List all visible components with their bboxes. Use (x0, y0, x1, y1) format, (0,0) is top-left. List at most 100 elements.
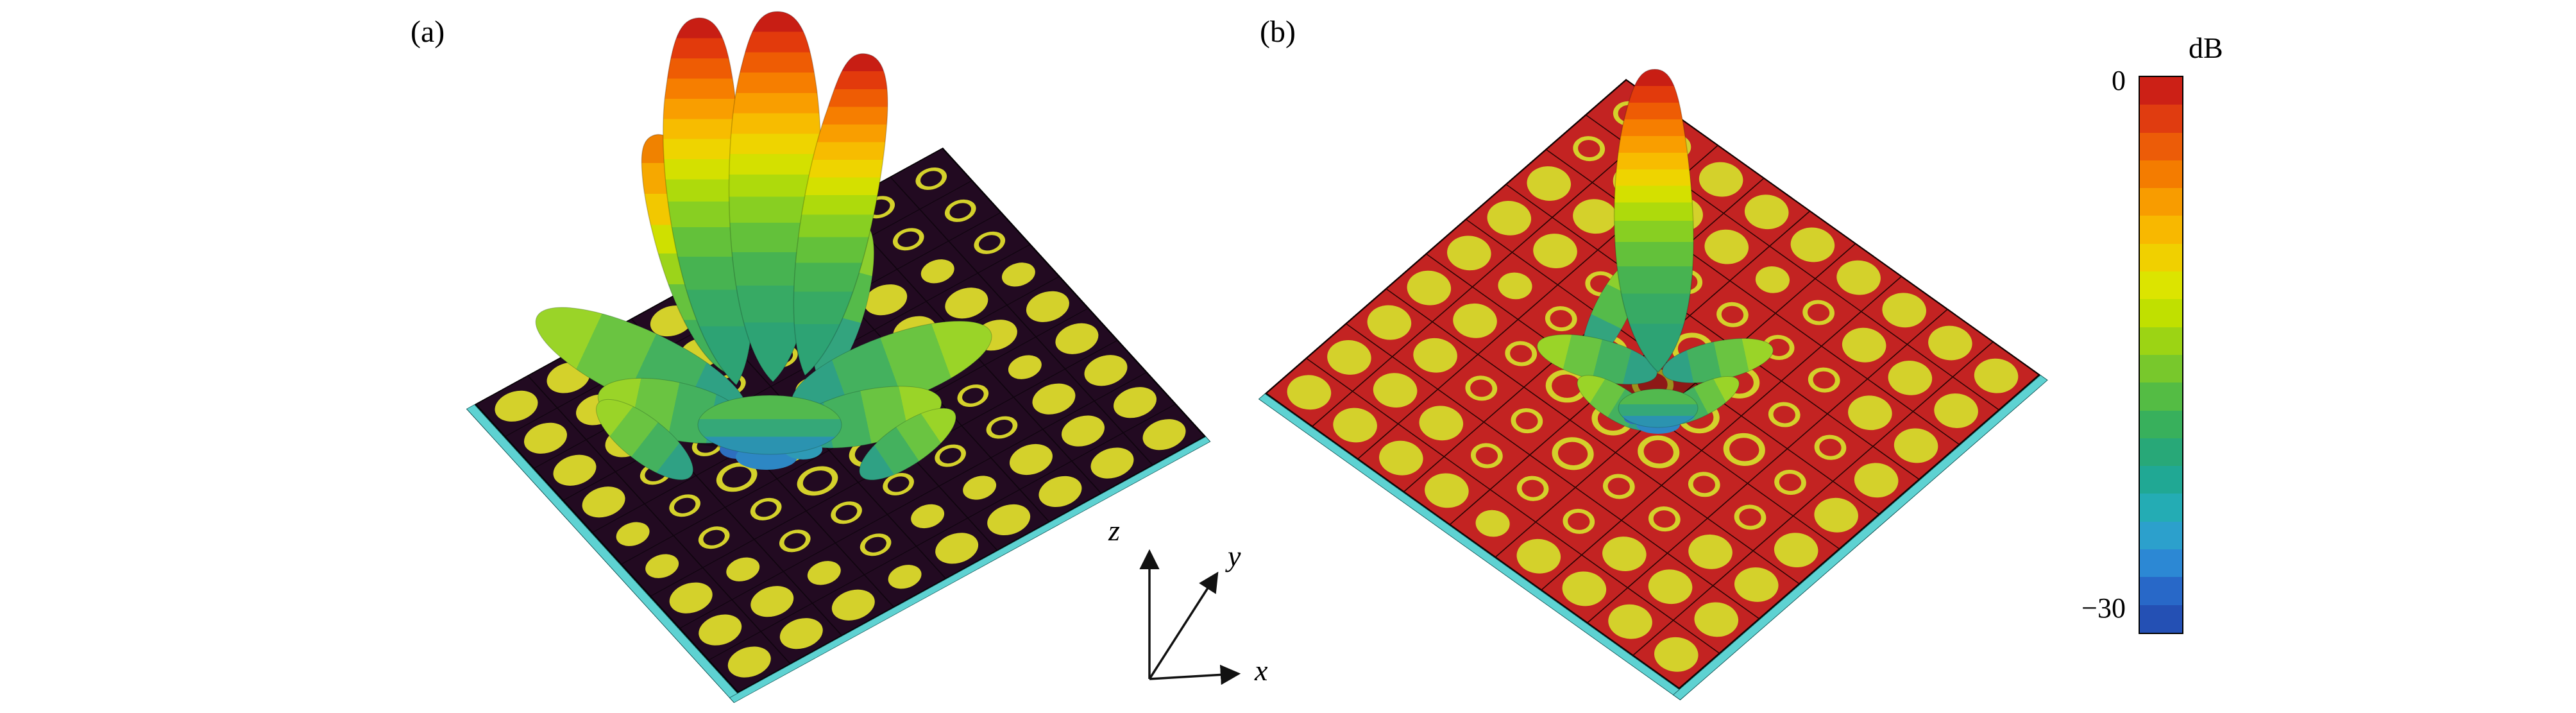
patch-ring (870, 376, 913, 408)
colorbar-band (2140, 549, 2182, 578)
patch-ring (1663, 326, 1722, 373)
patch-dot (1002, 350, 1048, 384)
colorbar-band (2140, 494, 2182, 522)
metasurface-plate-a (466, 148, 1211, 703)
colorbar-band (2140, 77, 2182, 105)
patch-ring (968, 227, 1011, 259)
patch-ring (1606, 96, 1652, 132)
patch-ring (1623, 361, 1682, 408)
patch-ring (1652, 128, 1698, 165)
patch-dot (921, 347, 967, 381)
patch-ring (929, 440, 972, 472)
patch-ring (900, 408, 943, 440)
patch-ring (1767, 464, 1813, 501)
patch-ring (1464, 438, 1510, 474)
patch-dot (882, 560, 928, 594)
patch-ring (1538, 300, 1584, 337)
y-axis-arrow (1148, 571, 1219, 680)
patch-ring (1537, 363, 1597, 409)
patch-ring (1578, 266, 1623, 302)
colorbar-band (2140, 132, 2182, 160)
patch-dot (1468, 504, 1517, 542)
patch-dot (1748, 261, 1797, 299)
colorbar-band (2140, 354, 2182, 383)
patch-ring (1510, 470, 1555, 506)
axes-triad (1139, 549, 1241, 685)
patch-ring (910, 163, 953, 195)
patch-ring (1761, 397, 1807, 433)
patch-ring (1543, 430, 1602, 477)
patch-ring (1498, 336, 1544, 372)
patch-dot (610, 517, 656, 551)
patch-ring (1709, 359, 1768, 406)
patch-ring (1710, 296, 1756, 332)
patch-ring (1577, 328, 1636, 375)
patch-ring (887, 223, 930, 255)
patch-ring (877, 468, 920, 501)
patch-dot (904, 499, 951, 533)
patch-dot (834, 250, 879, 285)
plate-a-face (475, 148, 1206, 693)
patch-ring (1802, 362, 1847, 398)
patch-ring (1808, 429, 1853, 465)
colorbar-tick-min: −30 (2081, 592, 2126, 624)
colorbar-band (2140, 327, 2182, 355)
colorbar-band (2140, 605, 2182, 633)
colorbar-band (2140, 521, 2182, 550)
patch-ring (1596, 468, 1641, 504)
patch-ring (951, 379, 995, 411)
patch-dot (639, 549, 685, 583)
panel-b-label: (b) (1260, 15, 1296, 49)
patch-ring (1727, 499, 1773, 535)
patch-ring (1664, 264, 1709, 300)
colorbar-band (2140, 577, 2182, 605)
patch-ring (1682, 467, 1727, 503)
colorbar-tick-max: 0 (2112, 65, 2126, 96)
patch-dot (801, 556, 847, 590)
colorbar-band (2140, 299, 2182, 327)
colorbar-band (2140, 160, 2182, 189)
patch-ring (1669, 393, 1728, 440)
patch-dot (720, 553, 766, 587)
patch-ring (692, 521, 736, 554)
patch-ring (938, 194, 982, 227)
colorbar (2139, 76, 2183, 634)
patch-ring (1504, 403, 1550, 439)
metasurface-plate-b (1258, 79, 2048, 701)
patch-ring (1583, 395, 1643, 442)
colorbar-band (2140, 382, 2182, 411)
colorbar-band (2140, 243, 2182, 272)
y-axis-label: y (1228, 540, 1241, 572)
patch-ring (854, 529, 897, 561)
patch-ring (1629, 428, 1688, 475)
patch-ring (657, 397, 700, 429)
patch-ring (761, 340, 804, 373)
panel-a-label: (a) (411, 15, 445, 49)
patch-ring (825, 497, 869, 529)
patch-dot (752, 247, 799, 281)
patch-ring (1624, 298, 1670, 334)
patch-ring (1641, 501, 1687, 537)
z-axis-label: z (1108, 514, 1120, 547)
colorbar-band (2140, 466, 2182, 494)
patch-ring (709, 369, 752, 401)
patch-dot (956, 470, 1003, 505)
patch-dot (915, 254, 960, 288)
patch-ring (1795, 295, 1841, 331)
patch-ring (1756, 329, 1801, 365)
patch-ring (790, 372, 833, 404)
colorbar-band (2140, 410, 2182, 438)
patch-ring (663, 490, 706, 522)
patch-ring (858, 191, 901, 223)
x-axis-label: x (1255, 654, 1268, 687)
colorbar-title: dB (2189, 31, 2223, 64)
colorbar-band (2140, 216, 2182, 244)
patch-ring (744, 493, 787, 525)
colorbar-band (2140, 105, 2182, 133)
patch-ring (981, 411, 1024, 443)
patch-dot (996, 257, 1042, 292)
patch-ring (1556, 503, 1602, 539)
plate-b-face (1265, 79, 2040, 689)
